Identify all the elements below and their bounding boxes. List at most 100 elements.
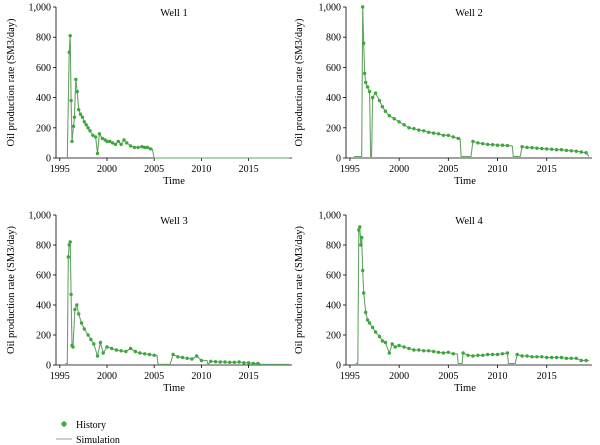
y-tick-label: 800	[326, 241, 341, 252]
y-axis-label: Oil production rate (SM3/day)	[294, 18, 305, 147]
history-point	[441, 133, 446, 137]
history-point	[77, 108, 81, 112]
history-point	[545, 355, 549, 360]
y-tick-label: 0	[336, 154, 341, 165]
history-point	[574, 356, 578, 360]
chart-title: Well 1	[160, 8, 187, 19]
x-tick-label: 2010	[191, 164, 211, 175]
history-point	[407, 346, 411, 351]
chart-title: Well 4	[455, 216, 483, 227]
history-point	[67, 50, 71, 54]
x-tick-label: 2010	[488, 371, 508, 382]
history-point	[365, 318, 370, 322]
history-point	[370, 325, 375, 330]
y-tick-label: 600	[36, 63, 51, 74]
x-tick-label: 2005	[438, 164, 458, 175]
history-point	[70, 139, 74, 144]
history-point	[110, 346, 114, 351]
history-point	[427, 349, 431, 353]
history-point	[145, 145, 150, 150]
x-axis-label: Time	[163, 383, 185, 394]
history-point	[95, 151, 100, 156]
history-point	[412, 126, 416, 131]
history-point	[78, 112, 83, 116]
history-point	[86, 126, 90, 130]
x-tick-label: 2000	[389, 371, 409, 382]
history-point	[199, 358, 204, 363]
history-point	[554, 148, 559, 152]
y-tick-label: 200	[36, 123, 51, 134]
x-tick-label: 2015	[239, 371, 259, 382]
history-point	[79, 321, 84, 325]
simulation-line-overlay	[355, 226, 589, 364]
history-point	[68, 34, 72, 38]
history-point	[393, 345, 397, 349]
history-point	[422, 349, 426, 353]
history-point	[138, 351, 142, 355]
history-point	[569, 356, 573, 360]
history-point	[136, 145, 140, 150]
history-point	[377, 98, 382, 103]
history-point	[579, 150, 583, 154]
history-point	[143, 352, 147, 356]
chart-panel-4: 0 200 400 600 800 1,000 1995 2000 2005 2010 2015 We…	[294, 211, 592, 394]
history-point	[451, 352, 455, 356]
chart-title: Well 2	[455, 8, 482, 19]
history-point	[550, 355, 554, 360]
history-point	[476, 141, 480, 145]
history-point	[373, 330, 378, 334]
history-point	[530, 355, 534, 359]
history-point	[223, 360, 227, 364]
x-tick-label: 2005	[144, 371, 164, 382]
history-point	[69, 98, 73, 103]
history-point	[579, 358, 583, 363]
history-point	[357, 228, 361, 232]
history-point	[451, 135, 455, 139]
history-point	[147, 352, 152, 357]
x-axis-label: Time	[454, 383, 476, 394]
history-point	[237, 360, 241, 364]
history-point	[242, 361, 246, 365]
history-point	[397, 343, 401, 348]
history-point	[359, 243, 363, 247]
history-point	[380, 339, 385, 343]
x-tick-label: 2015	[239, 164, 259, 175]
history-point	[436, 132, 441, 136]
history-point	[495, 143, 500, 147]
y-tick-label: 800	[36, 241, 51, 252]
simulation-line	[355, 226, 589, 365]
history-point	[71, 124, 76, 128]
history-point	[68, 240, 72, 244]
history-point	[417, 348, 421, 352]
history-point	[486, 352, 490, 357]
history-point	[101, 351, 105, 355]
history-point	[365, 85, 370, 89]
history-point	[143, 145, 147, 150]
y-tick-label: 1,000	[29, 211, 52, 222]
history-point	[525, 354, 529, 358]
x-tick-label: 2015	[537, 164, 557, 175]
history-point	[97, 132, 102, 136]
history-point	[171, 352, 175, 357]
history-point	[559, 355, 564, 360]
history-point	[86, 333, 90, 337]
y-tick-label: 200	[36, 331, 51, 342]
y-tick-label: 600	[326, 271, 341, 282]
history-point	[71, 345, 75, 349]
history-point	[80, 115, 85, 119]
y-tick-label: 0	[46, 361, 51, 372]
history-point	[75, 89, 79, 94]
y-tick-label: 800	[326, 33, 341, 44]
history-point	[363, 71, 367, 76]
history-point	[100, 136, 105, 141]
history-point	[125, 141, 129, 145]
y-tick-label: 1,000	[29, 3, 52, 14]
simulation-line-overlay	[353, 6, 590, 157]
history-point	[564, 148, 569, 153]
history-point	[446, 350, 450, 354]
legend-simulation-label: Simulation	[76, 435, 120, 445]
x-tick-label: 2010	[191, 371, 211, 382]
history-point	[476, 353, 480, 357]
